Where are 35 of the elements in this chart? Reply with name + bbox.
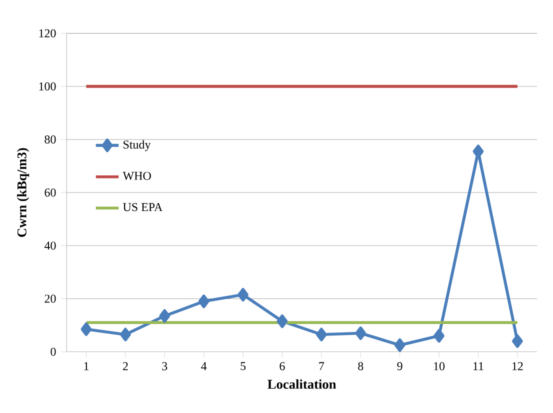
x-tick-label: 8 bbox=[358, 362, 364, 370]
point bbox=[394, 338, 406, 352]
x-tick-label: 10 bbox=[434, 362, 445, 370]
x-tick-label: 5 bbox=[240, 362, 246, 370]
x-tick-label: 7 bbox=[319, 362, 324, 370]
x-tick-label: 2 bbox=[122, 362, 128, 370]
legend-label: Study bbox=[124, 140, 151, 152]
x-axis-title: Localitation bbox=[268, 379, 336, 389]
y-tick-label: 40 bbox=[44, 242, 56, 250]
point bbox=[238, 288, 248, 302]
x-tick-label: 1 bbox=[84, 362, 89, 370]
x-tick-label: 4 bbox=[201, 362, 207, 370]
point bbox=[276, 314, 288, 328]
point bbox=[120, 328, 131, 342]
y-tick-label: 80 bbox=[44, 135, 56, 144]
x-tick-label: 11 bbox=[473, 362, 484, 370]
x-tick-label: 12 bbox=[512, 362, 523, 370]
y-axis-title: Cwrn (kBq/m3) bbox=[17, 148, 30, 237]
point bbox=[198, 294, 210, 308]
y-tick-label: 120 bbox=[39, 29, 56, 38]
y-tick-label: 100 bbox=[39, 82, 56, 90]
point bbox=[512, 334, 523, 348]
point bbox=[80, 322, 92, 336]
x-tick-label: 9 bbox=[397, 362, 402, 370]
point bbox=[159, 309, 170, 323]
point bbox=[355, 326, 366, 340]
legend-label: WHO bbox=[122, 172, 151, 180]
point bbox=[434, 329, 444, 343]
y-tick-label: 60 bbox=[44, 188, 56, 197]
x-tick-label: 3 bbox=[162, 362, 168, 370]
y-tick-label: 20 bbox=[44, 294, 56, 303]
legend-label: US EPA bbox=[123, 203, 163, 212]
y-tick-label: 0 bbox=[50, 348, 56, 356]
point bbox=[316, 328, 327, 342]
x-tick-label: 6 bbox=[280, 362, 285, 370]
